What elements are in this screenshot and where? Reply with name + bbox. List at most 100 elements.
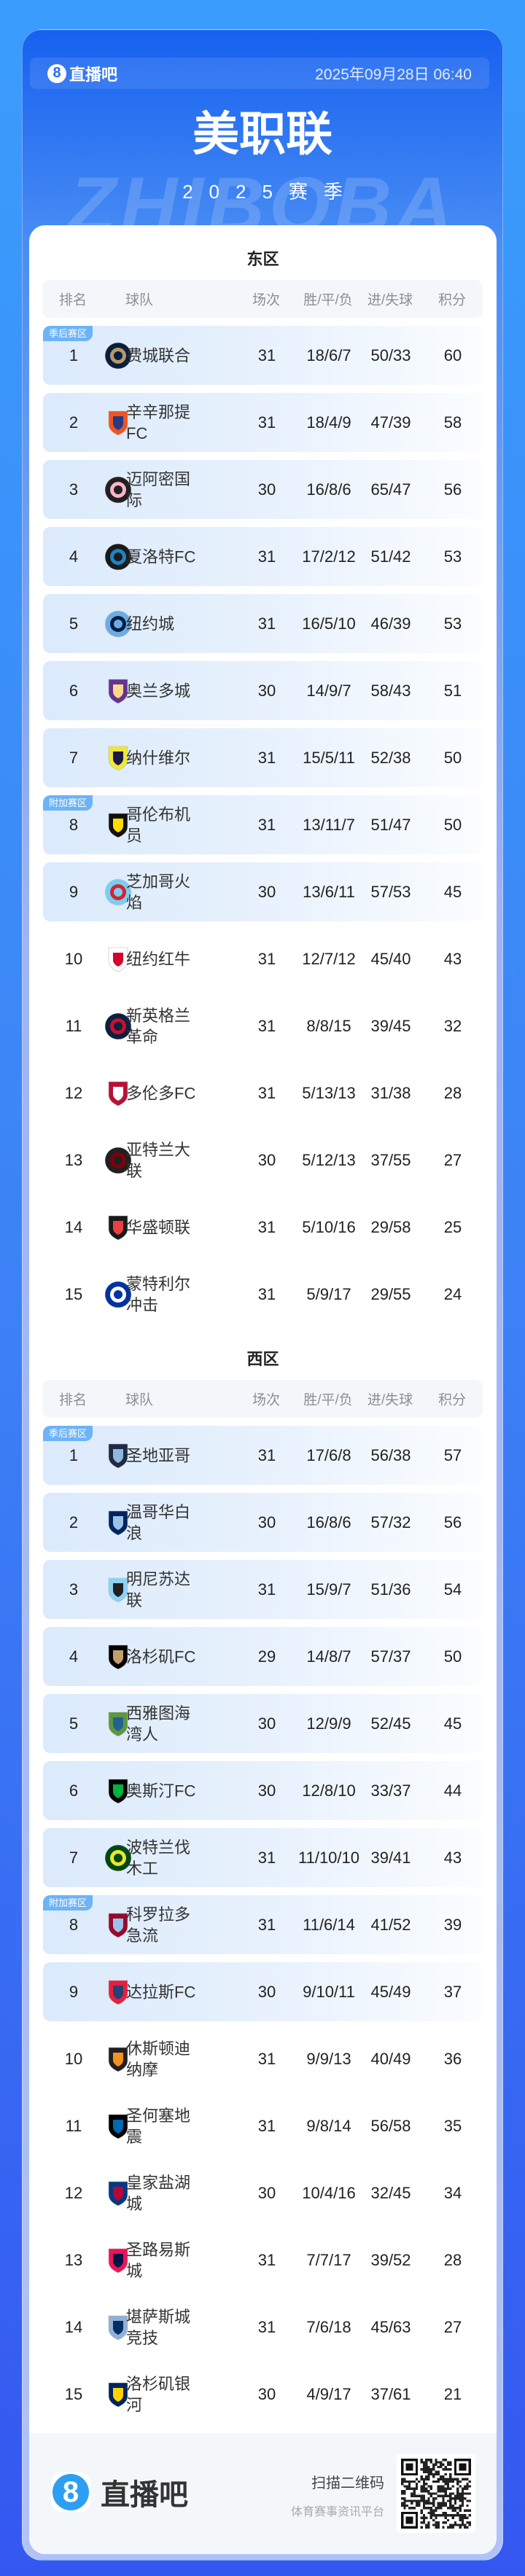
team-name[interactable]: 费城联合 — [126, 346, 191, 364]
cell-rank: 9 — [69, 882, 79, 901]
cell-rank: 2 — [69, 1513, 79, 1531]
column-header-wdl: 胜/平/负 — [303, 292, 353, 308]
cell-wdl: 11/6/14 — [303, 1915, 355, 1934]
table-row[interactable]: 10 31 12/7/12 45/40 43 纽约红牛 — [43, 929, 483, 988]
team-name[interactable]: 温哥华白浪 — [126, 1502, 191, 1542]
team-name[interactable]: 奥兰多城 — [126, 682, 191, 700]
brand-mark-icon: 8 — [52, 2474, 89, 2510]
team-name[interactable]: 新英格兰革命 — [126, 1006, 191, 1046]
team-name[interactable]: 夏洛特FC — [126, 547, 196, 566]
table-row[interactable]: 10 31 9/9/13 40/49 36 休斯顿迪纳摩 — [43, 2029, 483, 2088]
team-name[interactable]: 波特兰伐木工 — [126, 1838, 191, 1878]
cell-played: 30 — [257, 2384, 276, 2403]
zone-badge: 季后赛区 — [43, 1426, 93, 1441]
cell-goals: 46/39 — [370, 614, 411, 633]
team-name[interactable]: 堪萨斯城竞技 — [126, 2307, 191, 2347]
team-name[interactable]: 纳什维尔 — [126, 749, 191, 767]
cell-played: 31 — [257, 1848, 276, 1867]
table-row[interactable]: 2 31 18/4/9 47/39 58 辛辛那提FC — [43, 393, 483, 452]
team-name[interactable]: 圣地亚哥 — [126, 1446, 191, 1464]
cell-points: 32 — [443, 1016, 462, 1035]
cell-wdl: 16/5/10 — [302, 614, 356, 633]
table-row[interactable]: 附加赛区 8 31 13/11/7 51/47 50 哥伦布机员 — [43, 795, 483, 854]
scan-qr-label: 扫描二维码 — [311, 2475, 384, 2491]
team-name[interactable]: 多伦多FC — [126, 1084, 196, 1102]
table-row[interactable]: 14 31 5/10/16 29/58 25 华盛顿联 — [43, 1198, 483, 1257]
cell-goals: 39/41 — [370, 1848, 411, 1867]
team-name[interactable]: 洛杉矶银河 — [126, 2374, 191, 2414]
table-row[interactable]: 12 31 5/13/13 31/38 28 多伦多FC — [43, 1063, 483, 1123]
team-name[interactable]: 洛杉矶FC — [126, 1647, 196, 1666]
table-row[interactable]: 13 31 7/7/17 39/52 28 圣路易斯城 — [43, 2230, 483, 2290]
table-row[interactable]: 4 29 14/8/7 57/37 50 洛杉矶FC — [43, 1627, 483, 1686]
cell-wdl: 9/8/14 — [306, 2116, 351, 2135]
table-row[interactable]: 4 31 17/2/12 51/42 53 夏洛特FC — [43, 527, 483, 586]
cell-points: 28 — [443, 2250, 462, 2269]
table-row[interactable]: 15 31 5/9/17 29/55 24 蒙特利尔冲击 — [43, 1265, 483, 1324]
table-row[interactable]: 季后赛区 1 31 17/6/8 56/38 57 圣地亚哥 — [43, 1426, 483, 1485]
team-name[interactable]: 纽约红牛 — [126, 950, 191, 968]
season-subtitle: 2025赛季 — [182, 181, 359, 203]
cell-wdl: 17/2/12 — [302, 547, 356, 566]
table-row[interactable]: 7 31 11/10/10 39/41 43 波特兰伐木工 — [43, 1828, 483, 1887]
cell-points: 45 — [443, 1714, 462, 1733]
table-row[interactable]: 11 31 9/8/14 56/58 35 圣何塞地震 — [43, 2096, 483, 2155]
footer: 8 直播吧 扫描二维码 体育赛事资讯平台 — [29, 2433, 497, 2554]
table-row[interactable]: 15 30 4/9/17 37/61 21 洛杉矶银河 — [43, 2365, 483, 2424]
team-name[interactable]: 纽约城 — [126, 614, 175, 633]
team-logo-icon — [104, 1281, 132, 1308]
team-name[interactable]: 华盛顿联 — [126, 1218, 191, 1236]
team-name[interactable]: 皇家盐湖城 — [126, 2173, 191, 2213]
team-name[interactable]: 达拉斯FC — [126, 1983, 196, 2001]
team-name[interactable]: 明尼苏达联 — [126, 1569, 191, 1609]
table-row[interactable]: 3 30 16/8/6 65/47 56 迈阿密国际 — [43, 460, 483, 519]
team-name[interactable]: 圣路易斯城 — [126, 2240, 191, 2280]
cell-rank: 15 — [64, 2384, 83, 2403]
team-name[interactable]: 蒙特利尔冲击 — [126, 1274, 191, 1314]
team-name[interactable]: 亚特兰大联 — [126, 1140, 191, 1180]
table-row[interactable]: 6 30 14/9/7 58/43 51 奥兰多城 — [43, 661, 483, 720]
top-bar: 8 直播吧 2025年09月28日 06:40 — [30, 58, 489, 89]
table-row[interactable]: 14 31 7/6/18 45/63 27 堪萨斯城竞技 — [43, 2298, 483, 2357]
table-row[interactable]: 季后赛区 1 31 18/6/7 50/33 60 费城联合 — [43, 326, 483, 385]
team-name[interactable]: 迈阿密国际 — [126, 469, 191, 510]
table-row[interactable]: 附加赛区 8 31 11/6/14 41/52 39 科罗拉多急流 — [43, 1895, 483, 1954]
team-name[interactable]: 奥斯汀FC — [126, 1781, 196, 1800]
cell-rank: 6 — [69, 681, 79, 700]
cell-goals: 39/45 — [370, 1016, 411, 1035]
team-name[interactable]: 科罗拉多急流 — [126, 1905, 191, 1945]
team-name[interactable]: 休斯顿迪纳摩 — [126, 2039, 191, 2079]
team-name[interactable]: 哥伦布机员 — [126, 805, 191, 845]
conference-section: 东区 排名 球队 场次 胜/平/负 进/失球 积分 季后赛区 1 31 18/6/7 50/33 60 费… — [29, 225, 497, 1324]
cell-rank: 7 — [69, 1848, 79, 1867]
cell-goals: 29/58 — [370, 1217, 411, 1236]
table-row[interactable]: 3 31 15/9/7 51/36 54 明尼苏达联 — [43, 1560, 483, 1619]
cell-wdl: 14/8/7 — [306, 1647, 351, 1666]
cell-goals: 57/53 — [370, 882, 411, 901]
table-row[interactable]: 7 31 15/5/11 52/38 50 纳什维尔 — [43, 728, 483, 787]
cell-wdl: 12/7/12 — [302, 949, 356, 968]
zone-badge: 附加赛区 — [43, 795, 93, 811]
table-row[interactable]: 12 30 10/4/16 32/45 34 皇家盐湖城 — [43, 2163, 483, 2222]
team-name[interactable]: 西雅图海湾人 — [126, 1703, 191, 1744]
cell-wdl: 9/9/13 — [306, 2049, 351, 2068]
cell-points: 57 — [443, 1445, 462, 1464]
team-name[interactable]: 芝加哥火焰 — [126, 872, 191, 912]
cell-points: 50 — [443, 815, 462, 834]
table-row[interactable]: 2 30 16/8/6 57/32 56 温哥华白浪 — [43, 1493, 483, 1552]
team-name[interactable]: 圣何塞地震 — [126, 2106, 191, 2146]
cell-played: 31 — [257, 2116, 276, 2135]
table-row[interactable]: 13 30 5/12/13 37/55 27 亚特兰大联 — [43, 1131, 483, 1190]
team-logo-icon — [104, 2045, 132, 2073]
table-row[interactable]: 9 30 9/10/11 45/49 37 达拉斯FC — [43, 1962, 483, 2021]
table-row[interactable]: 11 31 8/8/15 39/45 32 新英格兰革命 — [43, 996, 483, 1055]
cell-goals: 52/38 — [370, 748, 411, 767]
qr-code[interactable] — [397, 2454, 475, 2533]
team-name[interactable]: 辛辛那提FC — [126, 402, 191, 442]
table-row[interactable]: 5 31 16/5/10 46/39 53 纽约城 — [43, 594, 483, 653]
cell-rank: 2 — [69, 413, 79, 432]
table-row[interactable]: 5 30 12/9/9 52/45 45 西雅图海湾人 — [43, 1694, 483, 1753]
table-header: 排名 球队 场次 胜/平/负 进/失球 积分 — [42, 1380, 483, 1418]
table-row[interactable]: 9 30 13/6/11 57/53 45 芝加哥火焰 — [43, 862, 483, 921]
table-row[interactable]: 6 30 12/8/10 33/37 44 奥斯汀FC — [43, 1761, 483, 1820]
